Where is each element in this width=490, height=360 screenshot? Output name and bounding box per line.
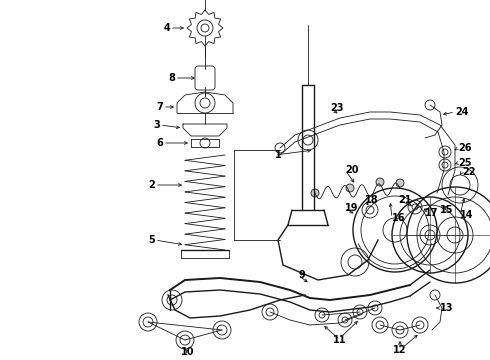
Circle shape [392,322,408,338]
Circle shape [372,317,388,333]
Text: 17: 17 [425,208,439,218]
Text: 26: 26 [458,143,471,153]
Circle shape [139,313,157,331]
Text: 10: 10 [181,347,195,357]
Circle shape [353,305,367,319]
Text: 18: 18 [365,195,379,205]
Circle shape [311,189,319,197]
Circle shape [315,308,329,322]
Text: 1: 1 [275,150,282,160]
Text: 19: 19 [345,203,359,213]
Text: 8: 8 [168,73,175,83]
Text: 4: 4 [163,23,170,33]
Circle shape [262,304,278,320]
Text: 2: 2 [148,180,155,190]
Text: 6: 6 [156,138,163,148]
Text: 13: 13 [440,303,454,313]
Circle shape [396,179,404,187]
Text: 15: 15 [440,205,454,215]
Text: 5: 5 [148,235,155,245]
Circle shape [213,321,231,339]
Text: 9: 9 [298,270,305,280]
Circle shape [346,184,354,192]
Text: 23: 23 [330,103,343,113]
Text: 3: 3 [153,120,160,130]
Text: 20: 20 [345,165,359,175]
Text: 24: 24 [455,107,468,117]
Text: 16: 16 [392,213,406,223]
FancyBboxPatch shape [195,66,215,90]
Circle shape [412,317,428,333]
Text: 25: 25 [458,158,471,168]
Text: 11: 11 [333,335,347,345]
Text: 21: 21 [398,195,412,205]
Text: 22: 22 [462,167,475,177]
Text: 12: 12 [393,345,407,355]
Text: 14: 14 [460,210,473,220]
Circle shape [176,331,194,349]
Circle shape [368,301,382,315]
Text: 7: 7 [156,102,163,112]
Circle shape [338,313,352,327]
Circle shape [376,178,384,186]
